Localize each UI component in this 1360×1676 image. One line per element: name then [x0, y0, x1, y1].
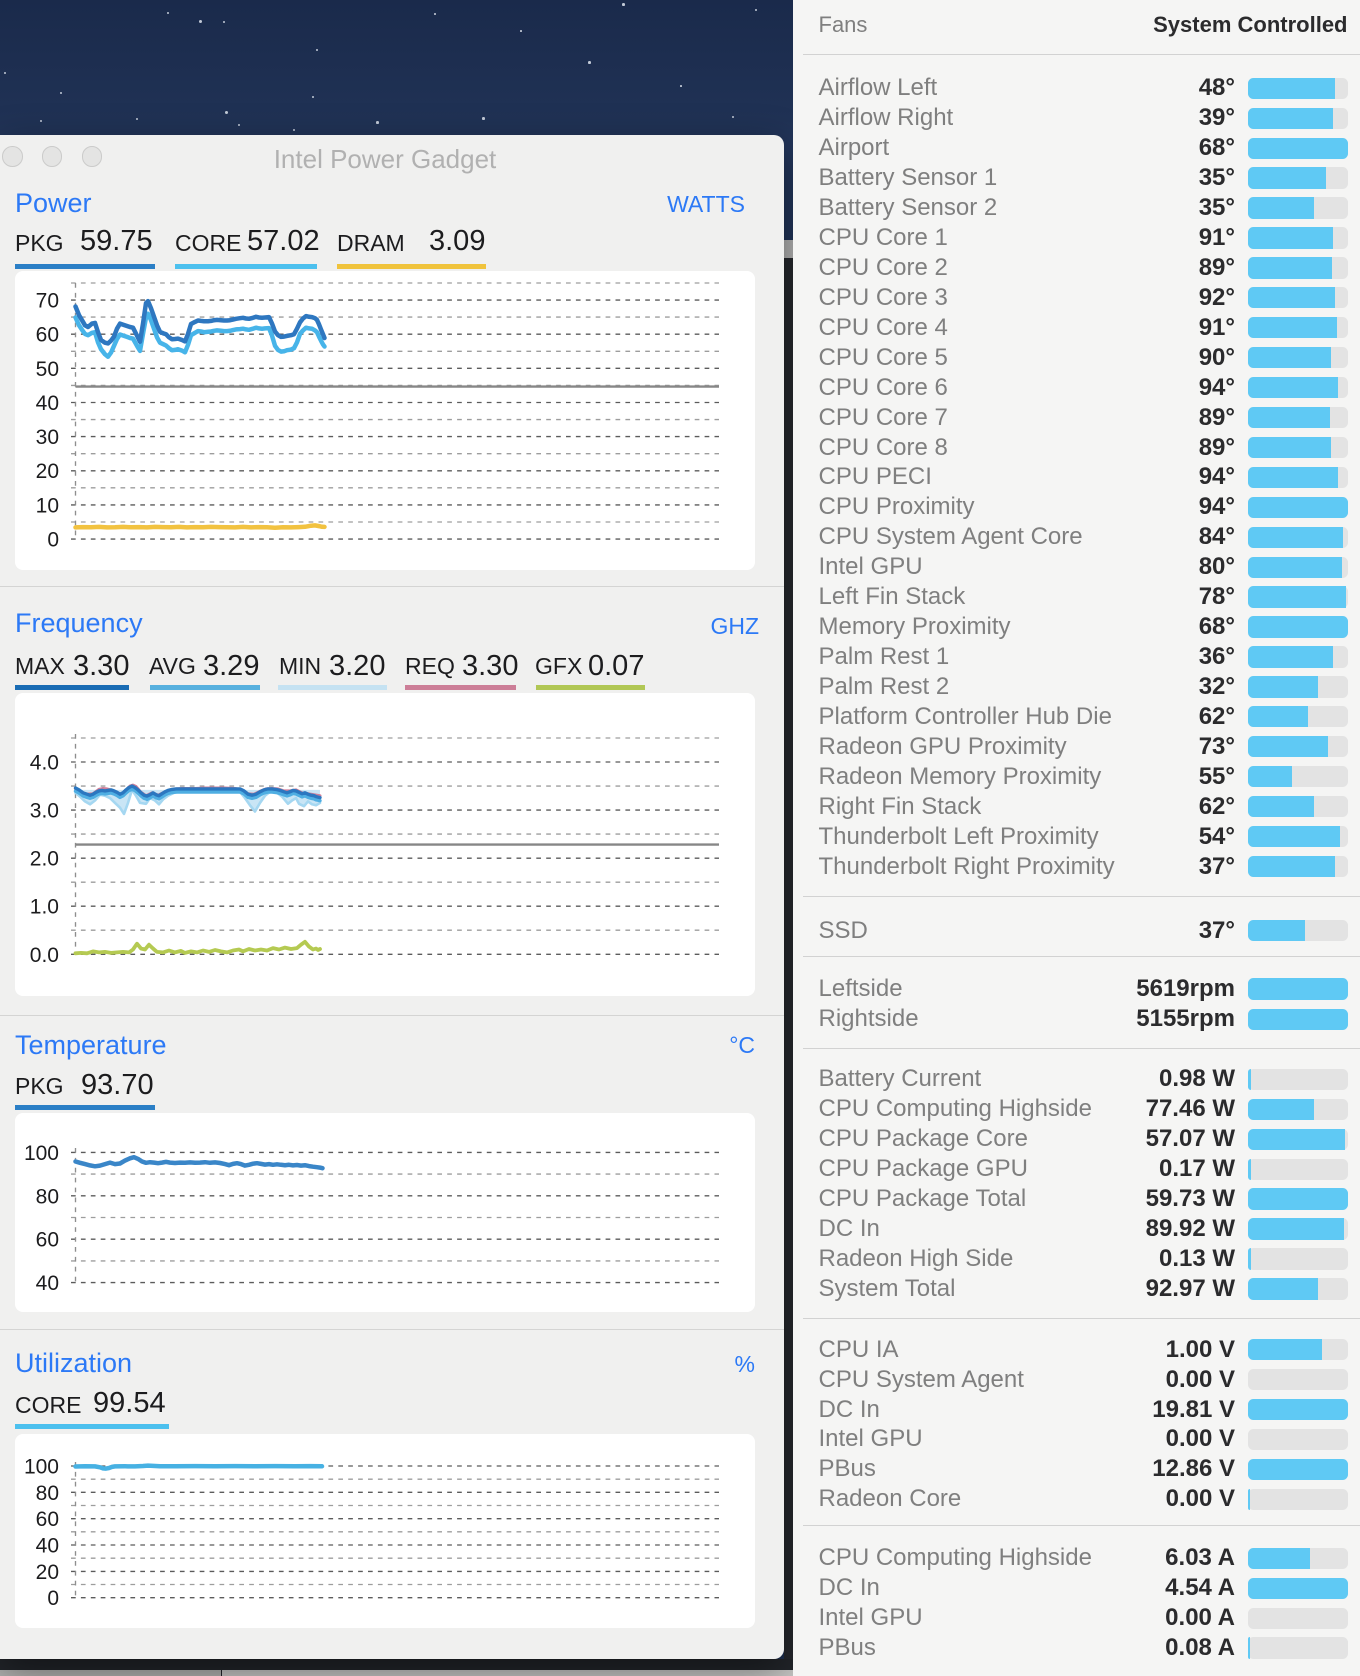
svg-text:1.0: 1.0 [30, 896, 59, 919]
svg-text:30: 30 [36, 426, 59, 449]
svg-text:80: 80 [36, 1482, 59, 1505]
svg-text:60: 60 [36, 324, 59, 347]
svg-text:20: 20 [36, 460, 59, 483]
svg-text:0: 0 [47, 1587, 59, 1610]
svg-text:70: 70 [36, 290, 59, 313]
svg-text:40: 40 [36, 1272, 59, 1295]
svg-text:10: 10 [36, 494, 59, 517]
svg-text:4.0: 4.0 [30, 752, 59, 775]
svg-text:3.0: 3.0 [30, 800, 59, 823]
svg-text:100: 100 [24, 1142, 59, 1165]
svg-text:0.0: 0.0 [30, 944, 59, 967]
svg-text:80: 80 [36, 1185, 59, 1208]
svg-text:20: 20 [36, 1561, 59, 1584]
svg-text:60: 60 [36, 1508, 59, 1531]
svg-text:60: 60 [36, 1229, 59, 1252]
svg-text:40: 40 [36, 1535, 59, 1558]
svg-text:2.0: 2.0 [30, 848, 59, 871]
svg-text:0: 0 [47, 529, 59, 552]
svg-text:50: 50 [36, 358, 59, 381]
svg-text:100: 100 [24, 1456, 59, 1479]
svg-text:40: 40 [36, 392, 59, 415]
